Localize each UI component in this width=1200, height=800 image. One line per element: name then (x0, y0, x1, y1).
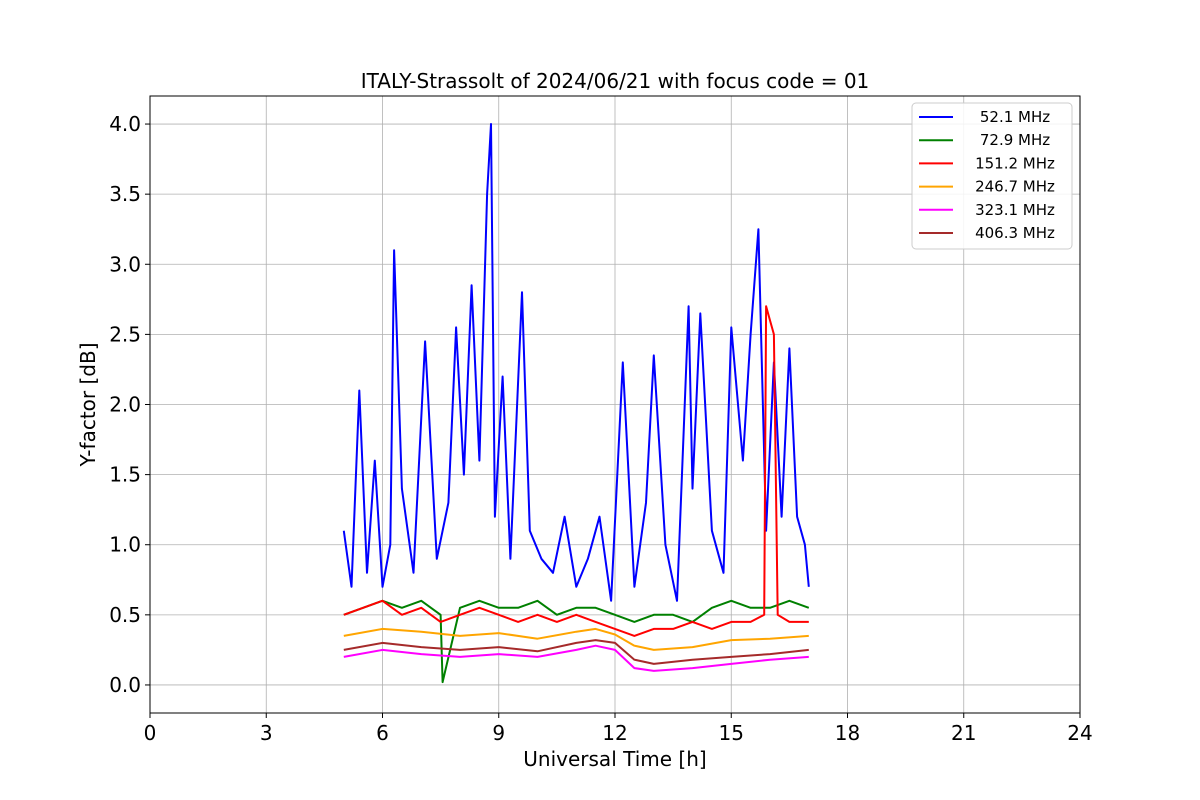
legend-entry-label: 52.1 MHz (980, 108, 1050, 126)
series-line-3 (343, 627, 809, 651)
x-tick-label: 0 (144, 721, 157, 745)
series-line-5 (343, 639, 809, 665)
y-tick-label: 0.5 (109, 603, 141, 627)
plot-series (342, 123, 810, 684)
series-line-4 (343, 644, 809, 672)
legend-entry-label: 323.1 MHz (975, 201, 1055, 219)
y-tick-label: 3.0 (109, 252, 141, 276)
x-tick-label: 21 (951, 721, 976, 745)
y-tick-label: 0.0 (109, 673, 141, 697)
axis-ticks: 0 3 6 9 12 15 18 21 24 0.0 0.5 1.0 1.5 2.0 2.5 3.0 3.5 4.… (109, 112, 1093, 745)
series-line-0 (342, 123, 810, 602)
x-tick-label: 3 (260, 721, 273, 745)
x-tick-label: 6 (376, 721, 389, 745)
legend: 52.1 MHz 72.9 MHz 151.2 MHz 246.7 MHz 323.1… (911, 102, 1073, 250)
legend-entry-label: 406.3 MHz (975, 224, 1055, 242)
y-tick-label: 4.0 (109, 112, 141, 136)
x-tick-label: 24 (1067, 721, 1092, 745)
y-tick-label: 1.0 (109, 533, 141, 557)
y-tick-label: 3.5 (109, 182, 141, 206)
x-tick-label: 9 (492, 721, 505, 745)
legend-entry-label: 72.9 MHz (980, 131, 1050, 149)
x-tick-label: 15 (719, 721, 744, 745)
legend-entry-label: 246.7 MHz (975, 178, 1055, 196)
y-tick-label: 1.5 (109, 463, 141, 487)
legend-entry-label: 151.2 MHz (975, 154, 1055, 172)
x-tick-label: 18 (835, 721, 860, 745)
series-line-1 (343, 599, 810, 684)
y-tick-label: 2.5 (109, 322, 141, 346)
y-tick-label: 2.0 (109, 393, 141, 417)
y-axis-label: Y-factor [dB] (76, 342, 100, 467)
x-axis-label: Universal Time [h] (523, 747, 706, 771)
series-line-2 (343, 305, 809, 637)
x-tick-label: 12 (602, 721, 627, 745)
chart-title: ITALY-Strassolt of 2024/06/21 with focus… (361, 69, 870, 93)
